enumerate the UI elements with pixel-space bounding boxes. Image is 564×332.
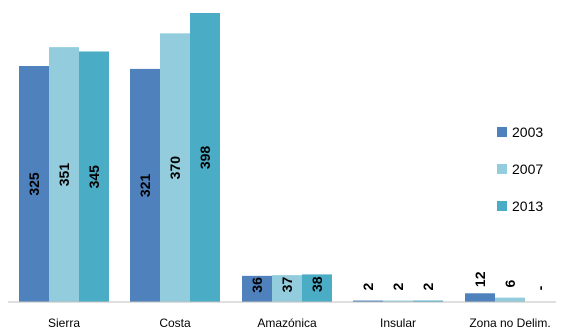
bar-2013-0 bbox=[79, 51, 109, 302]
x-tick-label-0: Sierra bbox=[48, 316, 80, 330]
data-label-2007-4: 6 bbox=[502, 280, 518, 288]
legend-swatch-2013 bbox=[497, 201, 507, 211]
bar-2013-1 bbox=[190, 13, 220, 302]
x-tick-label-1: Costa bbox=[159, 316, 191, 330]
legend-swatch-2003 bbox=[497, 127, 507, 137]
legend-label-2013: 2013 bbox=[512, 198, 544, 214]
data-label-2007-2: 37 bbox=[279, 277, 295, 293]
legend-item-2013: 2013 bbox=[497, 196, 543, 216]
data-label-2003-4: 12 bbox=[472, 271, 488, 287]
data-label-2013-1: 398 bbox=[197, 146, 213, 170]
bar-2003-4 bbox=[465, 293, 495, 302]
legend-item-2007: 2007 bbox=[497, 159, 543, 179]
bar-2003-1 bbox=[130, 68, 160, 302]
legend-item-2003: 2003 bbox=[497, 122, 543, 142]
data-label-2003-1: 321 bbox=[137, 174, 153, 198]
x-tick-label-3: Insular bbox=[380, 316, 416, 330]
data-label-2013-4: - bbox=[532, 285, 548, 290]
data-label-2003-0: 325 bbox=[26, 172, 42, 196]
legend: 2003 2007 2013 bbox=[497, 122, 543, 233]
data-label-2003-2: 36 bbox=[249, 277, 265, 293]
bar-2007-1 bbox=[160, 33, 190, 302]
legend-swatch-2007 bbox=[497, 164, 507, 174]
bars-group bbox=[19, 13, 525, 302]
x-tick-label-4: Zona no Delim. bbox=[469, 316, 550, 330]
bar-2003-3 bbox=[353, 300, 383, 302]
bar-2013-2 bbox=[302, 274, 332, 302]
bar-2007-2 bbox=[272, 275, 302, 302]
data-label-2007-1: 370 bbox=[167, 156, 183, 180]
legend-label-2007: 2007 bbox=[512, 161, 544, 177]
data-label-2007-3: 2 bbox=[390, 282, 406, 290]
data-label-2003-3: 2 bbox=[360, 282, 376, 290]
bar-2007-3 bbox=[383, 300, 413, 302]
data-label-2007-0: 351 bbox=[56, 163, 72, 187]
data-label-2013-0: 345 bbox=[86, 165, 102, 189]
x-tick-labels-group: Sierra Costa Amazónica Insular Zona no Delim… bbox=[48, 316, 551, 330]
bar-2003-2 bbox=[242, 275, 272, 302]
bar-2013-3 bbox=[413, 300, 443, 302]
bar-2007-4 bbox=[495, 297, 525, 302]
data-label-2013-3: 2 bbox=[420, 282, 436, 290]
data-label-2013-2: 38 bbox=[309, 276, 325, 292]
bar-2003-0 bbox=[19, 66, 49, 302]
bar-2007-0 bbox=[49, 47, 79, 302]
data-labels-group: 325 351 345 321 370 398 36 37 38 2 2 2 12 6 - bbox=[26, 146, 548, 293]
legend-label-2003: 2003 bbox=[512, 124, 544, 140]
x-tick-label-2: Amazónica bbox=[257, 316, 317, 330]
